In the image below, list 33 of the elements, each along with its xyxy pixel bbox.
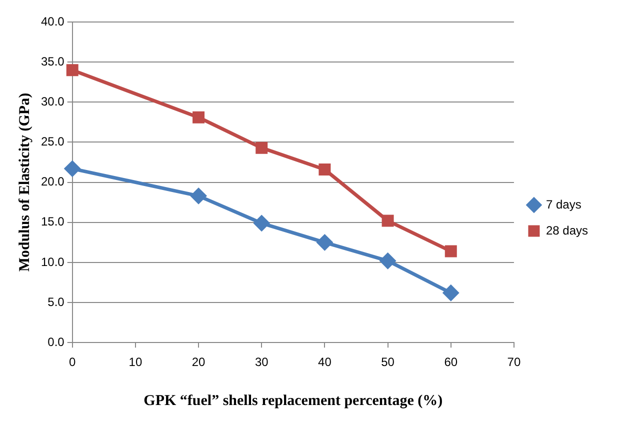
legend-label: 7 days	[546, 197, 582, 212]
y-tick-label: 5.0	[48, 294, 65, 309]
point	[190, 188, 206, 204]
y-tick-label: 0.0	[48, 334, 65, 349]
x-axis-title: GPK “fuel” shells replacement percentage (%)	[144, 392, 443, 409]
point	[443, 285, 459, 301]
y-tick-label: 35.0	[40, 54, 65, 68]
x-tick-label: 30	[254, 355, 269, 370]
point	[192, 111, 205, 124]
point	[64, 160, 80, 176]
y-tick-label: 15.0	[40, 214, 65, 229]
point	[66, 64, 78, 76]
y-tick-label: 10.0	[40, 254, 65, 269]
x-tick-label: 0	[69, 355, 76, 370]
y-tick-label: 25.0	[40, 134, 65, 149]
x-tick-label: 60	[444, 355, 458, 370]
y-tick-label: 40.0	[40, 14, 65, 28]
x-tick-label: 20	[192, 355, 206, 370]
legend-label: 28 days	[546, 223, 588, 238]
x-tick-label: 10	[128, 355, 142, 370]
x-tick-label: 70	[507, 355, 521, 370]
y-tick-label: 20.0	[40, 174, 65, 189]
point	[254, 215, 270, 231]
point	[316, 234, 332, 250]
y-tick-label: 30.0	[40, 94, 65, 108]
point	[380, 253, 396, 269]
point	[318, 163, 331, 176]
point	[444, 245, 457, 258]
x-tick-label: 40	[318, 355, 332, 370]
point	[256, 142, 268, 154]
y-axis-title: Modulus of Elasticity (GPa)	[16, 92, 33, 272]
x-tick-label: 50	[381, 355, 395, 370]
point	[382, 214, 394, 227]
